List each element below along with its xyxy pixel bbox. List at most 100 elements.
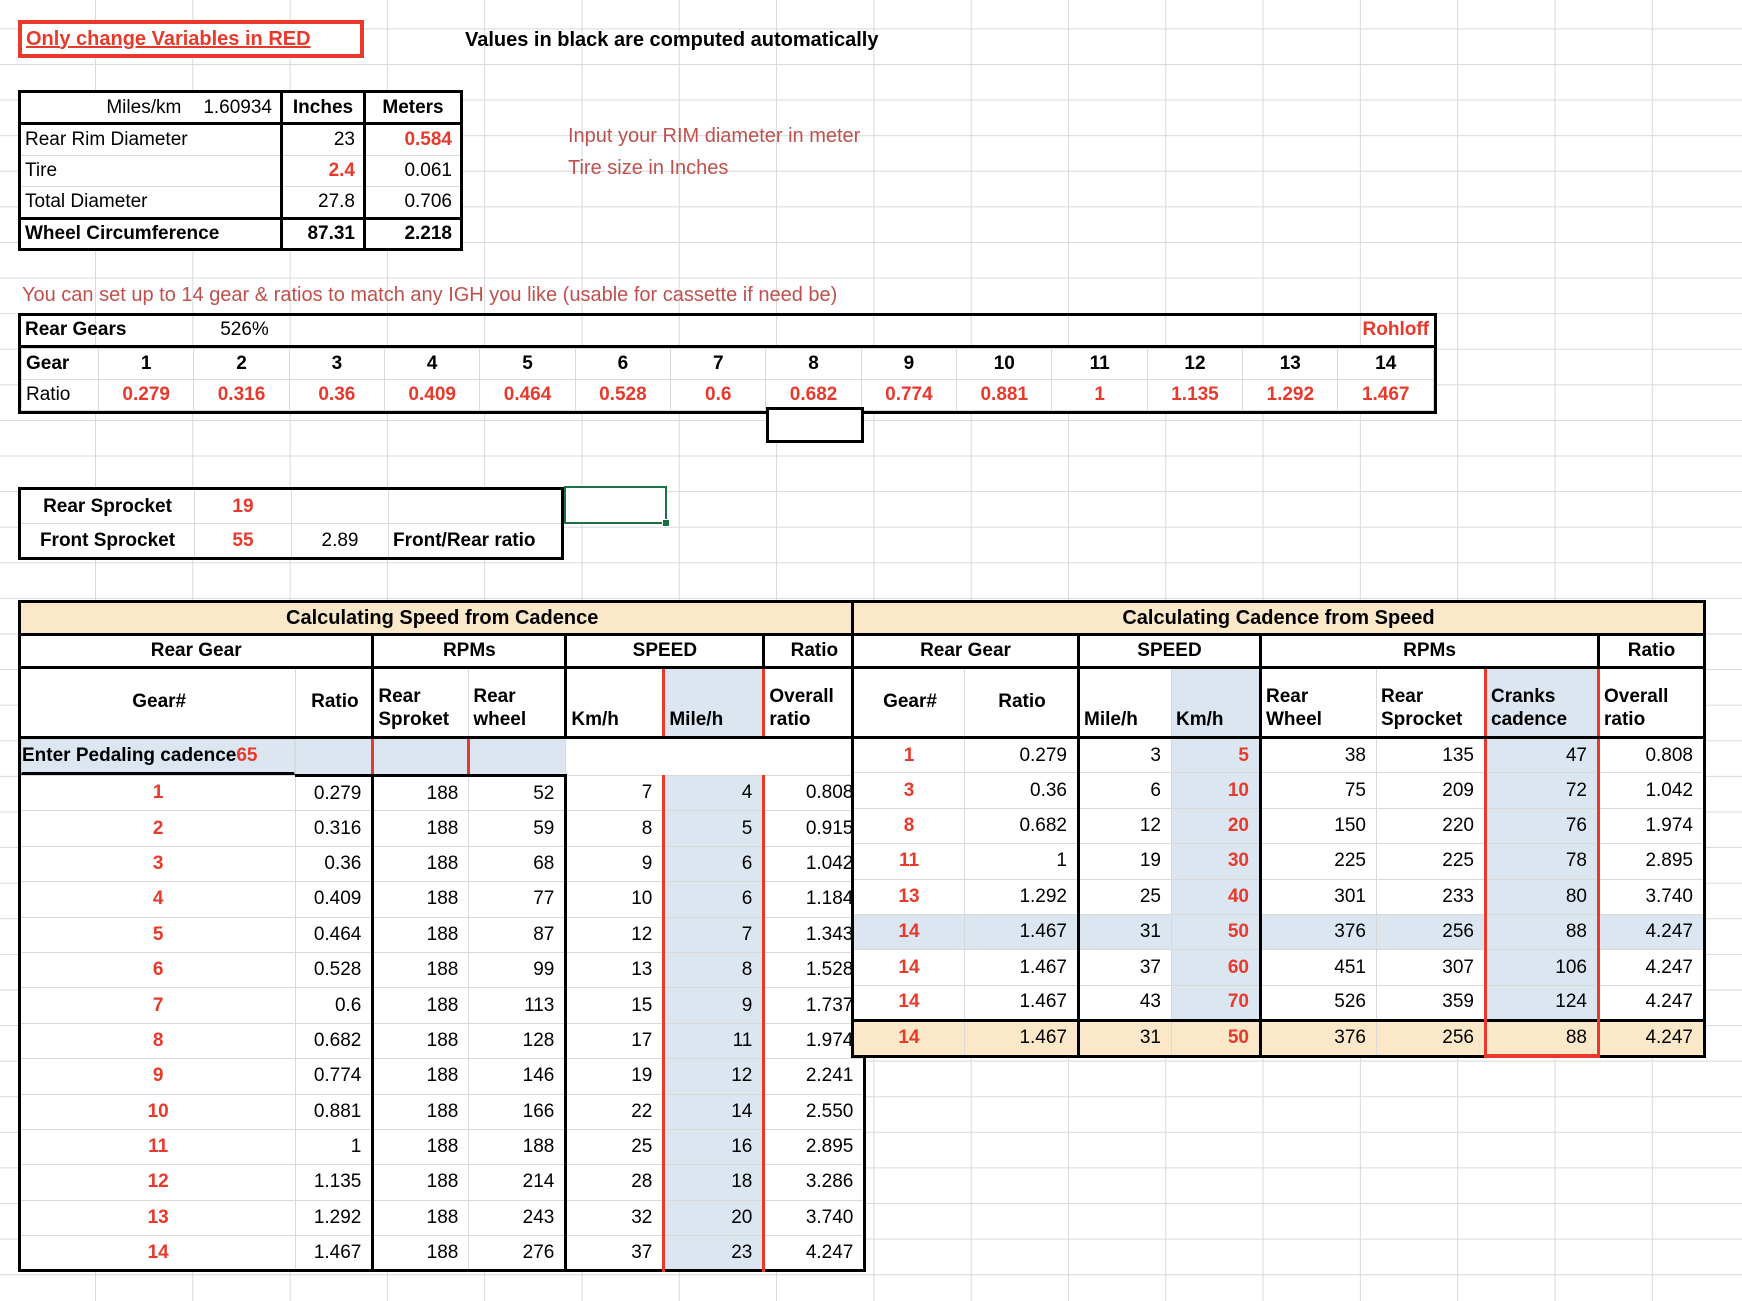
cell[interactable]: 59	[468, 810, 567, 847]
selected-cell[interactable]	[564, 486, 670, 527]
cell[interactable]: 1	[97, 348, 195, 380]
cell[interactable]: 13	[852, 878, 965, 915]
speed-table-title[interactable]: Calculating Speed from Cadence	[18, 601, 866, 636]
cell[interactable]: 28	[564, 1164, 665, 1201]
cell[interactable]: 1.467	[964, 949, 1079, 986]
miles-km-cell[interactable]: Miles/km 1.60934	[19, 91, 282, 125]
cell[interactable]: 13	[564, 951, 665, 989]
cell[interactable]: 9	[18, 1058, 297, 1095]
cell[interactable]: 25	[564, 1128, 665, 1166]
cell[interactable]: 1.974	[763, 1022, 866, 1060]
col-rear-sprocket[interactable]: Rear Sprocket	[1376, 667, 1486, 739]
cell[interactable]: 0.808	[763, 774, 866, 812]
cell[interactable]: 0.881	[295, 1093, 374, 1130]
cell[interactable]: 4	[662, 774, 766, 812]
cell[interactable]: 7	[564, 774, 665, 812]
cell[interactable]: 6	[662, 845, 766, 883]
cell[interactable]: 11	[852, 843, 965, 880]
cell[interactable]: 0.881	[956, 379, 1053, 411]
cell[interactable]: 4.247	[763, 1235, 866, 1272]
empty-cell-box[interactable]	[766, 407, 864, 443]
cell[interactable]: 19	[194, 488, 292, 524]
cell[interactable]: 188	[371, 1235, 470, 1272]
cell[interactable]: 0.279	[964, 736, 1079, 774]
cell[interactable]: 5	[479, 348, 576, 380]
cell[interactable]: Rear Rim Diameter	[19, 123, 282, 156]
group-speed[interactable]: SPEED	[564, 634, 765, 669]
cell[interactable]: Total Diameter	[19, 186, 282, 219]
cell[interactable]: 0.6	[670, 379, 767, 411]
cell[interactable]: 20	[1171, 807, 1261, 845]
cell[interactable]: 9	[662, 987, 766, 1024]
cell[interactable]: 11	[662, 1022, 766, 1060]
cell[interactable]: 276	[468, 1235, 567, 1272]
cell[interactable]: 2.550	[763, 1093, 866, 1130]
cell[interactable]: 1	[295, 1128, 374, 1166]
cell[interactable]: 3.740	[763, 1199, 866, 1237]
cell[interactable]: 225	[1259, 843, 1377, 880]
cell[interactable]: 7	[662, 916, 766, 953]
cell[interactable]: 14	[852, 949, 965, 986]
cell[interactable]: 8	[852, 807, 965, 845]
cell[interactable]: 188	[371, 810, 470, 847]
cell[interactable]: 0.36	[964, 772, 1079, 809]
cell[interactable]: 124	[1484, 984, 1600, 1022]
cell[interactable]: 13	[1242, 348, 1339, 380]
cell[interactable]: 0.774	[295, 1058, 374, 1095]
cell[interactable]: 18	[662, 1164, 766, 1201]
cell[interactable]: 17	[564, 1022, 665, 1060]
cell[interactable]: 11	[1051, 348, 1148, 380]
cell[interactable]: 12	[662, 1058, 766, 1095]
cell[interactable]: 1.135	[295, 1164, 374, 1201]
cell[interactable]: Ratio	[21, 379, 99, 411]
group-rear-gear[interactable]: Rear Gear	[852, 634, 1079, 669]
cell[interactable]: 0.061	[363, 154, 462, 187]
cell[interactable]: 27.8	[280, 186, 365, 219]
cell[interactable]: 209	[1376, 772, 1486, 809]
cell[interactable]: Tire	[19, 154, 282, 187]
cell[interactable]: 0.36	[288, 379, 386, 411]
cell[interactable]: 77	[468, 881, 567, 918]
cell[interactable]: 106	[1484, 949, 1600, 986]
cell[interactable]: 188	[371, 1199, 470, 1237]
cell[interactable]: 2	[18, 810, 297, 847]
cell[interactable]: 6	[18, 951, 297, 989]
cell[interactable]: 128	[468, 1022, 567, 1060]
cell[interactable]	[468, 737, 567, 777]
cell[interactable]: 1	[852, 736, 965, 774]
cell[interactable]: 214	[468, 1164, 567, 1201]
meters-column-header[interactable]: Meters	[363, 91, 462, 125]
cell[interactable]: 6	[662, 881, 766, 918]
col-ratio[interactable]: Ratio	[964, 667, 1079, 739]
col-rear-wheel[interactable]: Rear Wheel	[1259, 667, 1377, 739]
rear-gears-label[interactable]: Rear Gears	[25, 319, 127, 340]
cell[interactable]: 2	[193, 348, 290, 380]
cell[interactable]: 22	[564, 1093, 665, 1130]
inches-column-header[interactable]: Inches	[280, 91, 365, 125]
cell[interactable]: 4.247	[1598, 984, 1705, 1022]
cell[interactable]: 2.4	[280, 154, 365, 187]
cell[interactable]: 31	[1077, 913, 1172, 951]
cell[interactable]: 15	[564, 987, 665, 1024]
cell[interactable]: 6	[574, 348, 672, 380]
cell[interactable]: 188	[371, 916, 470, 953]
col-rear-wheel[interactable]: Rear wheel	[468, 667, 567, 739]
cell[interactable]: 0.682	[295, 1022, 374, 1060]
cell[interactable]: 99	[468, 951, 567, 989]
col-cranks-cadence[interactable]: Cranks cadence	[1484, 667, 1600, 739]
cell[interactable]: 55	[194, 523, 292, 559]
cell[interactable]: 0.279	[97, 379, 195, 411]
cell[interactable]: 243	[468, 1199, 567, 1237]
cell[interactable]: 0.409	[295, 881, 374, 918]
cell[interactable]: 10	[956, 348, 1053, 380]
cell[interactable]: 0.808	[1598, 736, 1705, 774]
cell[interactable]: 68	[468, 845, 567, 883]
cell[interactable]: 76	[1484, 807, 1600, 845]
cell[interactable]: 13	[18, 1199, 297, 1237]
cell[interactable]: 30	[1171, 843, 1261, 880]
cell[interactable]: 0.584	[363, 123, 462, 156]
cell[interactable]: 9	[564, 845, 665, 883]
cell[interactable]: 3	[288, 348, 386, 380]
cell[interactable]: Rear Sprocket	[19, 488, 195, 524]
cell[interactable]: 4.247	[1598, 949, 1705, 986]
